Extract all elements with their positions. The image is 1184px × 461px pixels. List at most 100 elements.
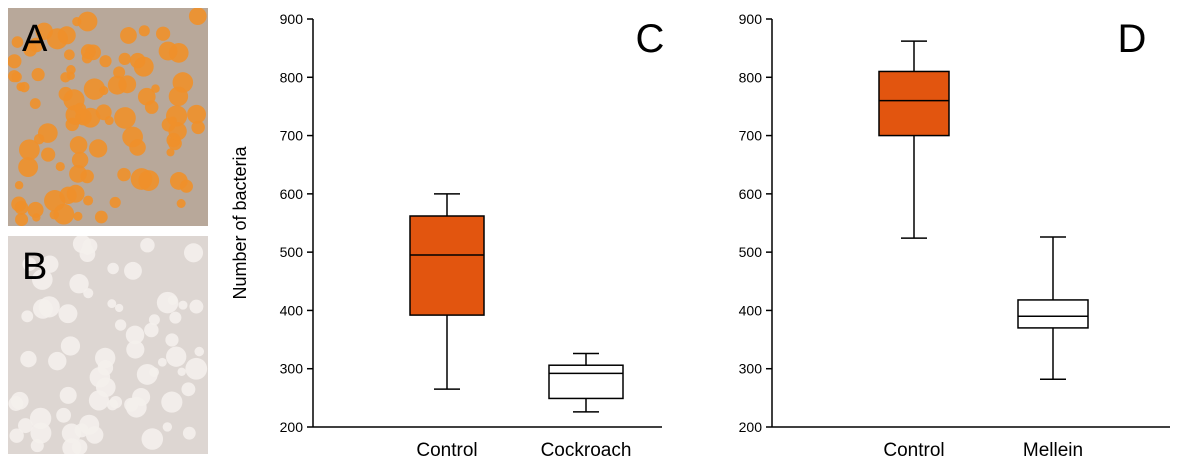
colony-blob <box>69 165 87 183</box>
box-control <box>878 40 950 239</box>
box-mellein <box>1017 236 1089 380</box>
panel-label-a: A <box>22 18 48 60</box>
colony-blob <box>191 120 205 135</box>
colony-blob <box>141 428 164 450</box>
colony-blob <box>114 107 136 129</box>
box-cockroach <box>548 352 624 413</box>
colony-blob <box>109 395 123 409</box>
colony-blob <box>89 367 111 388</box>
colony-blob <box>113 66 126 79</box>
colony-blob <box>161 391 183 413</box>
y-tick-label: 600 <box>280 186 304 202</box>
colony-blob <box>178 300 188 310</box>
colony-blob <box>71 439 88 454</box>
colony-blob <box>107 262 119 275</box>
colony-blob <box>32 269 53 290</box>
colony-blob <box>118 52 131 66</box>
colony-blob <box>156 291 179 314</box>
colony-blob <box>82 238 98 254</box>
colony-blob <box>79 414 100 435</box>
colony-blob <box>37 123 58 143</box>
colony-blob <box>18 418 33 434</box>
colony-blob <box>183 243 204 263</box>
colony-blob <box>58 304 78 324</box>
iqr-box <box>878 70 950 137</box>
panel-label-b: B <box>22 246 48 288</box>
colony-blob <box>114 319 127 331</box>
photo-a-control-plate: A <box>8 8 208 226</box>
colony-blob <box>14 180 24 190</box>
colony-blob <box>8 54 22 69</box>
colony-blob <box>162 422 173 432</box>
colony-blob <box>136 363 158 385</box>
y-tick-label: 400 <box>739 302 763 318</box>
colony-blob <box>69 136 88 154</box>
y-tick-label: 800 <box>280 69 304 85</box>
photo-a-image <box>8 8 208 226</box>
y-tick-label: 700 <box>739 128 763 144</box>
photo-b-image <box>8 236 208 454</box>
colony-blob <box>179 179 193 193</box>
colony-blob <box>35 22 53 41</box>
colony-blob <box>32 298 53 319</box>
colony-blob <box>59 386 77 404</box>
colony-blob <box>120 27 137 44</box>
colony-blob <box>83 195 94 206</box>
colony-blob <box>140 237 155 253</box>
colony-blob <box>109 196 121 209</box>
colony-blob <box>31 68 45 82</box>
colony-blob <box>10 391 29 410</box>
colony-blob <box>21 310 34 323</box>
colony-blob <box>165 333 179 347</box>
colony-blob <box>182 426 196 440</box>
iqr-box <box>409 215 485 316</box>
colony-blob <box>157 357 167 367</box>
category-label: Cockroach <box>541 440 632 461</box>
colony-blob <box>94 210 108 224</box>
boxplot-chart-c: 200 300 400 500 600 700 800 900 Number of bacter… <box>230 11 665 461</box>
colony-blob <box>11 196 27 212</box>
colony-blob <box>99 86 109 96</box>
colony-blob <box>60 336 81 356</box>
photo-b-treated-plate: B <box>8 236 208 454</box>
panel-label-c: C <box>636 17 665 61</box>
colony-blob <box>83 78 106 100</box>
colony-blob <box>11 36 24 48</box>
y-tick-label: 900 <box>739 11 763 27</box>
colony-blob <box>130 168 153 190</box>
colony-blob <box>115 303 124 313</box>
colony-blob <box>124 261 142 280</box>
colony-blob <box>138 25 150 37</box>
colony-blob <box>107 75 127 95</box>
iqr-box <box>548 364 624 400</box>
photo-a-colonies <box>8 8 207 226</box>
boxplot-chart-d: 200 300 400 500 600 700 800 900 D Control Mellein <box>739 11 1170 461</box>
photo-b-colonies <box>8 236 208 454</box>
colony-blob <box>56 407 72 423</box>
colony-blob <box>29 98 41 109</box>
category-label: Control <box>416 440 477 461</box>
colony-blob <box>71 151 89 169</box>
y-tick-label: 500 <box>739 244 763 260</box>
colony-blob <box>29 407 52 430</box>
colony-blob <box>188 8 207 26</box>
colony-blob <box>151 84 160 93</box>
colony-blob <box>81 52 93 64</box>
colony-blob <box>95 104 112 121</box>
colony-blob <box>19 81 30 93</box>
colony-blob <box>30 422 52 444</box>
colony-blob <box>107 299 117 309</box>
colony-blob <box>48 351 67 371</box>
y-tick-label: 200 <box>739 419 763 435</box>
colony-blob <box>99 55 112 68</box>
colony-blob <box>73 211 83 221</box>
colony-blob <box>166 346 187 367</box>
colony-blob <box>168 86 189 107</box>
colony-blob <box>83 288 94 299</box>
y-tick-label: 500 <box>280 244 304 260</box>
colony-blob <box>129 52 146 69</box>
y-axis-label: Number of bacteria <box>230 145 250 299</box>
colony-blob <box>60 72 71 83</box>
colony-blob <box>156 26 171 41</box>
y-tick-label: 400 <box>280 302 304 318</box>
